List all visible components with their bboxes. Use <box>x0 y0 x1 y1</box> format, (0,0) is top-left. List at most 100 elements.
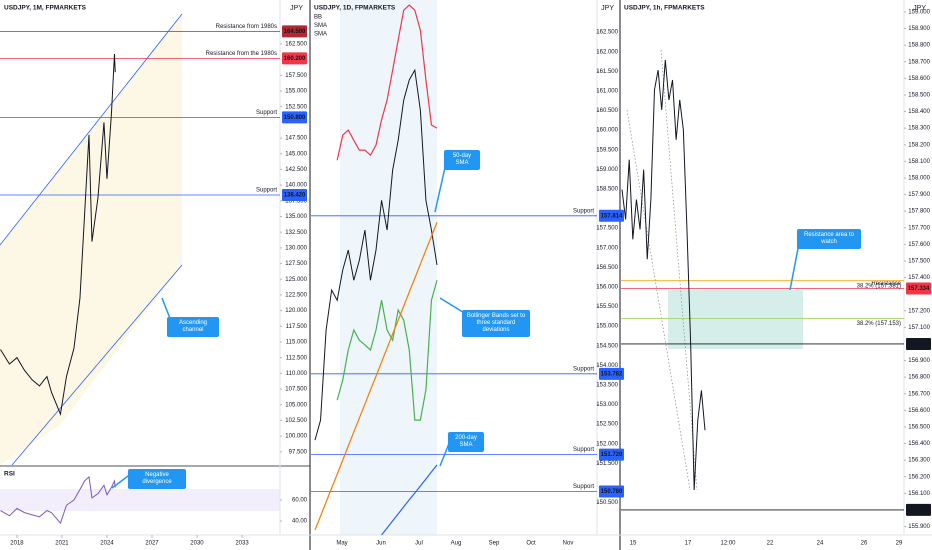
series-line <box>336 4 438 161</box>
y-tick-label: 154.500 <box>596 343 618 349</box>
resistance-zone <box>668 290 803 349</box>
level-label: Support <box>573 447 594 453</box>
level-label: Support <box>573 208 594 214</box>
y-tick-label: 140.000 <box>285 183 307 189</box>
y-tick-label: 153.500 <box>596 382 618 388</box>
callout: Bollinger Bands set to three standard de… <box>462 310 530 337</box>
price-tag <box>282 52 307 65</box>
y-tick-label: 152.000 <box>596 441 618 447</box>
y-tick-label: 102.500 <box>285 418 307 424</box>
y-tick-label: 137.500 <box>285 198 307 204</box>
x-tick-label: 2018 <box>10 541 24 547</box>
y-tick-label: 162.500 <box>596 30 618 36</box>
y-tick-label: 160.000 <box>596 128 618 134</box>
y-tick-label: 125.000 <box>285 277 307 283</box>
price-tag <box>599 485 624 498</box>
y-tick-label: 115.000 <box>286 340 308 346</box>
y-tick-label: 156.700 <box>908 391 930 397</box>
price-tag <box>906 503 931 516</box>
x-tick-label: 2024 <box>100 541 114 547</box>
y-tick-label: 152.500 <box>285 104 307 110</box>
series-line <box>314 222 438 531</box>
y-tick-label: 161.000 <box>596 89 618 95</box>
y-tick-label: 157.500 <box>596 226 618 232</box>
price-tag <box>599 448 624 461</box>
y-tick-label: 158.000 <box>908 176 930 182</box>
x-tick-label: 29 <box>896 541 903 547</box>
y-tick-label: 155.900 <box>908 524 930 530</box>
y-tick-label: 157.100 <box>908 325 930 331</box>
y-tick-label: 158.600 <box>908 76 930 82</box>
price-tag-label: 138.420 <box>284 193 306 199</box>
level-label: Support <box>256 188 277 194</box>
price-tag-label: 160.200 <box>284 56 306 62</box>
y-tick-label: 156.900 <box>908 358 930 364</box>
panel-title: RSI <box>4 471 15 478</box>
x-tick-label: 12:00 <box>720 541 736 547</box>
y-tick-label: 142.500 <box>285 167 307 173</box>
series-line <box>381 464 438 536</box>
callout: Ascending channel <box>167 317 219 337</box>
y-tick-label: 158.400 <box>908 109 930 115</box>
price-tag-label: 156.000 <box>908 508 930 514</box>
y-tick-label: 156.300 <box>908 458 930 464</box>
panel-title: USDJPY, 1D, FPMARKETS <box>314 5 396 12</box>
x-tick-label: 2027 <box>145 541 159 547</box>
callout: 200-day SMA <box>448 432 484 452</box>
y-tick-label: 157.500 <box>285 73 307 79</box>
y-tick-label: 157.400 <box>908 275 930 281</box>
y-tick-label: 159.500 <box>596 147 618 153</box>
y-tick-label: 162.000 <box>596 49 618 55</box>
price-tag-label: 151.720 <box>601 452 623 458</box>
level-label: Resistance from 1980s <box>216 24 277 30</box>
y-tick-label: 130.000 <box>285 245 307 251</box>
y-tick-label: 156.600 <box>908 408 930 414</box>
y-tick-label: 132.500 <box>285 230 307 236</box>
callout-pointer <box>439 297 467 315</box>
y-tick-label: 158.300 <box>908 126 930 132</box>
series-line <box>0 475 116 525</box>
price-tag <box>906 337 931 350</box>
level-label: Support <box>256 110 277 116</box>
price-tag <box>599 209 624 222</box>
y-tick-label: 158.500 <box>908 93 930 99</box>
y-tick-label: 156.500 <box>596 265 618 271</box>
y-tick-label: 117.500 <box>286 324 308 330</box>
y-tick-label: 157.200 <box>908 308 930 314</box>
y-tick-label: 158.100 <box>908 159 930 165</box>
series-line <box>314 68 438 441</box>
y-tick-label: 155.500 <box>596 304 618 310</box>
y-tick-label: 158.700 <box>908 59 930 65</box>
y-tick-label: 97.500 <box>289 449 308 455</box>
y-tick-label: 157.500 <box>908 259 930 265</box>
y-tick-label: 122.500 <box>285 293 307 299</box>
y-tick-label: 107.500 <box>285 387 307 393</box>
x-tick-label: Oct <box>526 541 536 547</box>
callout: 50-day SMA <box>444 150 480 170</box>
channel-line <box>0 13 183 246</box>
price-tag-label: 157.814 <box>601 213 623 219</box>
y-tick-label: 158.200 <box>908 142 930 148</box>
y-tick-label: 145.000 <box>285 151 307 157</box>
x-tick-label: Jun <box>376 541 386 547</box>
x-tick-label: Jul <box>415 541 423 547</box>
series-line <box>336 280 438 421</box>
unit-label: JPY <box>290 5 303 12</box>
x-tick-label: 15 <box>630 541 637 547</box>
legend-entry: SMA <box>314 23 327 29</box>
y-tick-label: 40.00 <box>292 519 308 525</box>
price-tag-label: 153.782 <box>601 371 623 377</box>
y-tick-label: 156.100 <box>908 491 930 497</box>
level-label: Resistance from the 1980s <box>206 51 277 57</box>
price-tag <box>282 189 307 202</box>
y-tick-label: 154.000 <box>596 363 618 369</box>
level-label: Support <box>573 366 594 372</box>
callout: Resistance area to watch <box>797 229 861 249</box>
y-tick-label: 120.000 <box>285 308 307 314</box>
series-line <box>621 60 706 491</box>
series-line <box>0 53 116 417</box>
x-tick-label: 22 <box>767 541 774 547</box>
y-tick-label: 150.500 <box>596 500 618 506</box>
y-tick-label: 158.800 <box>908 43 930 49</box>
